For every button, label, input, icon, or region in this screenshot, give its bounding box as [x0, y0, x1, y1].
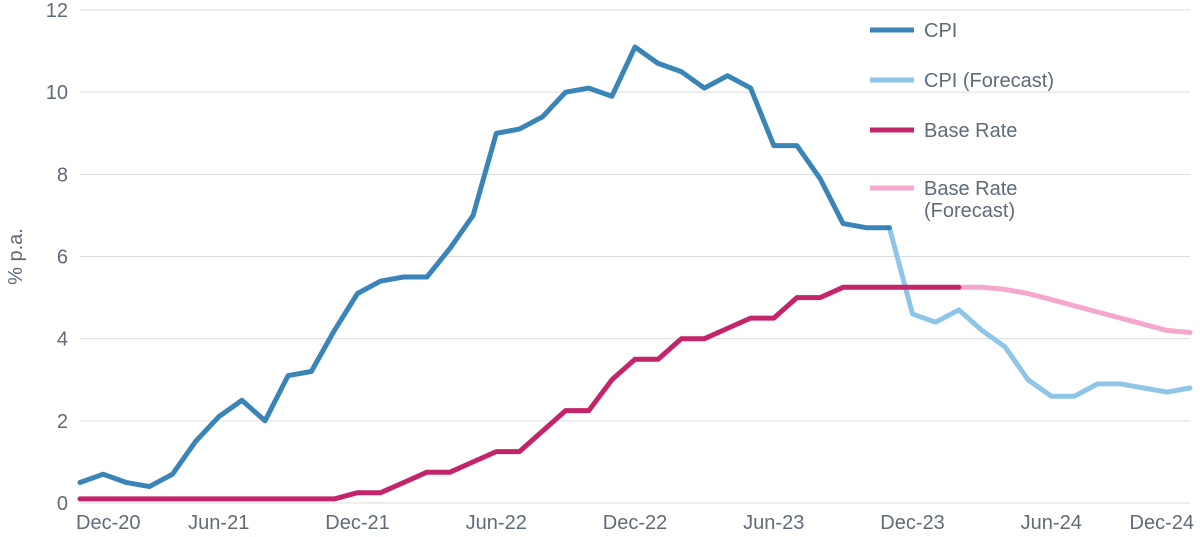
x-tick-label: Jun-21	[188, 512, 249, 534]
y-tick-label: 6	[57, 247, 68, 269]
x-tick-label: Jun-24	[1021, 512, 1082, 534]
cpi-base-rate-chart: 0 2 4 6 8 10 12 Dec-20 Jun-21 Dec-21 Jun-22 Dec-22 J…	[0, 0, 1200, 537]
x-tick-label: Dec-22	[603, 512, 667, 534]
x-tick-label: Jun-22	[466, 512, 527, 534]
y-tick-label: 4	[57, 329, 68, 351]
x-tick-label: Dec-20	[76, 512, 140, 534]
y-tick-label: 12	[46, 0, 68, 22]
y-tick-label: 8	[57, 164, 68, 186]
x-tick-label: Dec-23	[880, 512, 944, 534]
x-tick-label: Dec-24	[1130, 512, 1194, 534]
legend-label-cpi: CPI	[924, 20, 957, 42]
legend-label-cpi_forecast: CPI (Forecast)	[924, 70, 1054, 92]
legend-label-base_rate_forecast: Base Rate(Forecast)	[924, 178, 1017, 222]
chart-svg: 0 2 4 6 8 10 12 Dec-20 Jun-21 Dec-21 Jun-22 Dec-22 J…	[0, 0, 1200, 537]
y-tick-label: 10	[46, 82, 68, 104]
y-tick-label: 0	[57, 493, 68, 515]
x-tick-label: Jun-23	[743, 512, 804, 534]
legend-label-base_rate: Base Rate	[924, 120, 1017, 142]
y-axis-title: % p.a.	[5, 228, 27, 285]
y-tick-label: 2	[57, 411, 68, 433]
x-tick-label: Dec-21	[325, 512, 389, 534]
